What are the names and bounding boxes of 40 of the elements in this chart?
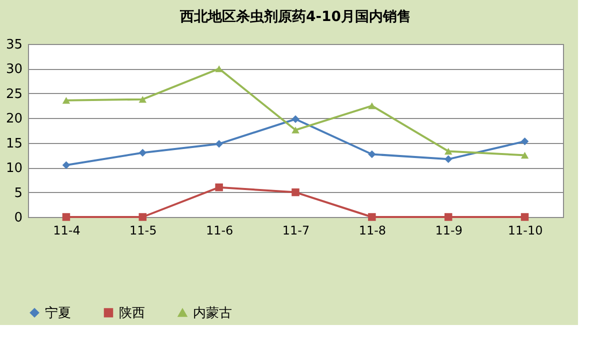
point [368, 102, 376, 110]
x-tick-label: 11-6 [206, 224, 234, 238]
y-tick-label: 35 [6, 38, 22, 52]
point [444, 155, 452, 164]
y-tick-label: 20 [6, 112, 22, 127]
point [138, 148, 147, 157]
point [292, 126, 300, 134]
x-tick-label: 11-4 [53, 224, 80, 238]
point [368, 213, 376, 221]
y-tick-label: 30 [6, 62, 22, 78]
x-tick-label: 11-7 [282, 224, 310, 238]
point [138, 213, 147, 221]
point [520, 138, 529, 146]
x-tick-label: 11-9 [435, 224, 462, 238]
chart-title: 西北地区杀虫剂原药4-10月国内销售 [178, 8, 412, 25]
point [520, 152, 529, 159]
y-tick-label: 0 [14, 210, 22, 226]
legend-label: 陕西 [119, 306, 145, 321]
point [138, 96, 147, 103]
point [62, 213, 70, 221]
point [444, 148, 452, 155]
point [62, 161, 70, 169]
x-tick-label: 11-8 [358, 224, 386, 238]
y-tick-label: 10 [6, 161, 22, 176]
y-tick-label: 5 [14, 186, 22, 201]
point [215, 183, 223, 192]
legend-label: 内蒙古 [193, 306, 232, 321]
point [292, 115, 300, 124]
y-tick-label: 15 [6, 136, 22, 152]
x-tick-label: 11-5 [130, 224, 157, 238]
point [520, 213, 529, 221]
point [215, 140, 223, 148]
y-tick-label: 25 [6, 86, 22, 102]
legend-label: 宁夏 [45, 304, 71, 321]
x-tick-label: 11-10 [508, 224, 543, 238]
point [444, 213, 452, 221]
point [368, 150, 376, 158]
point [292, 188, 300, 196]
point [215, 65, 223, 72]
point [62, 96, 70, 104]
